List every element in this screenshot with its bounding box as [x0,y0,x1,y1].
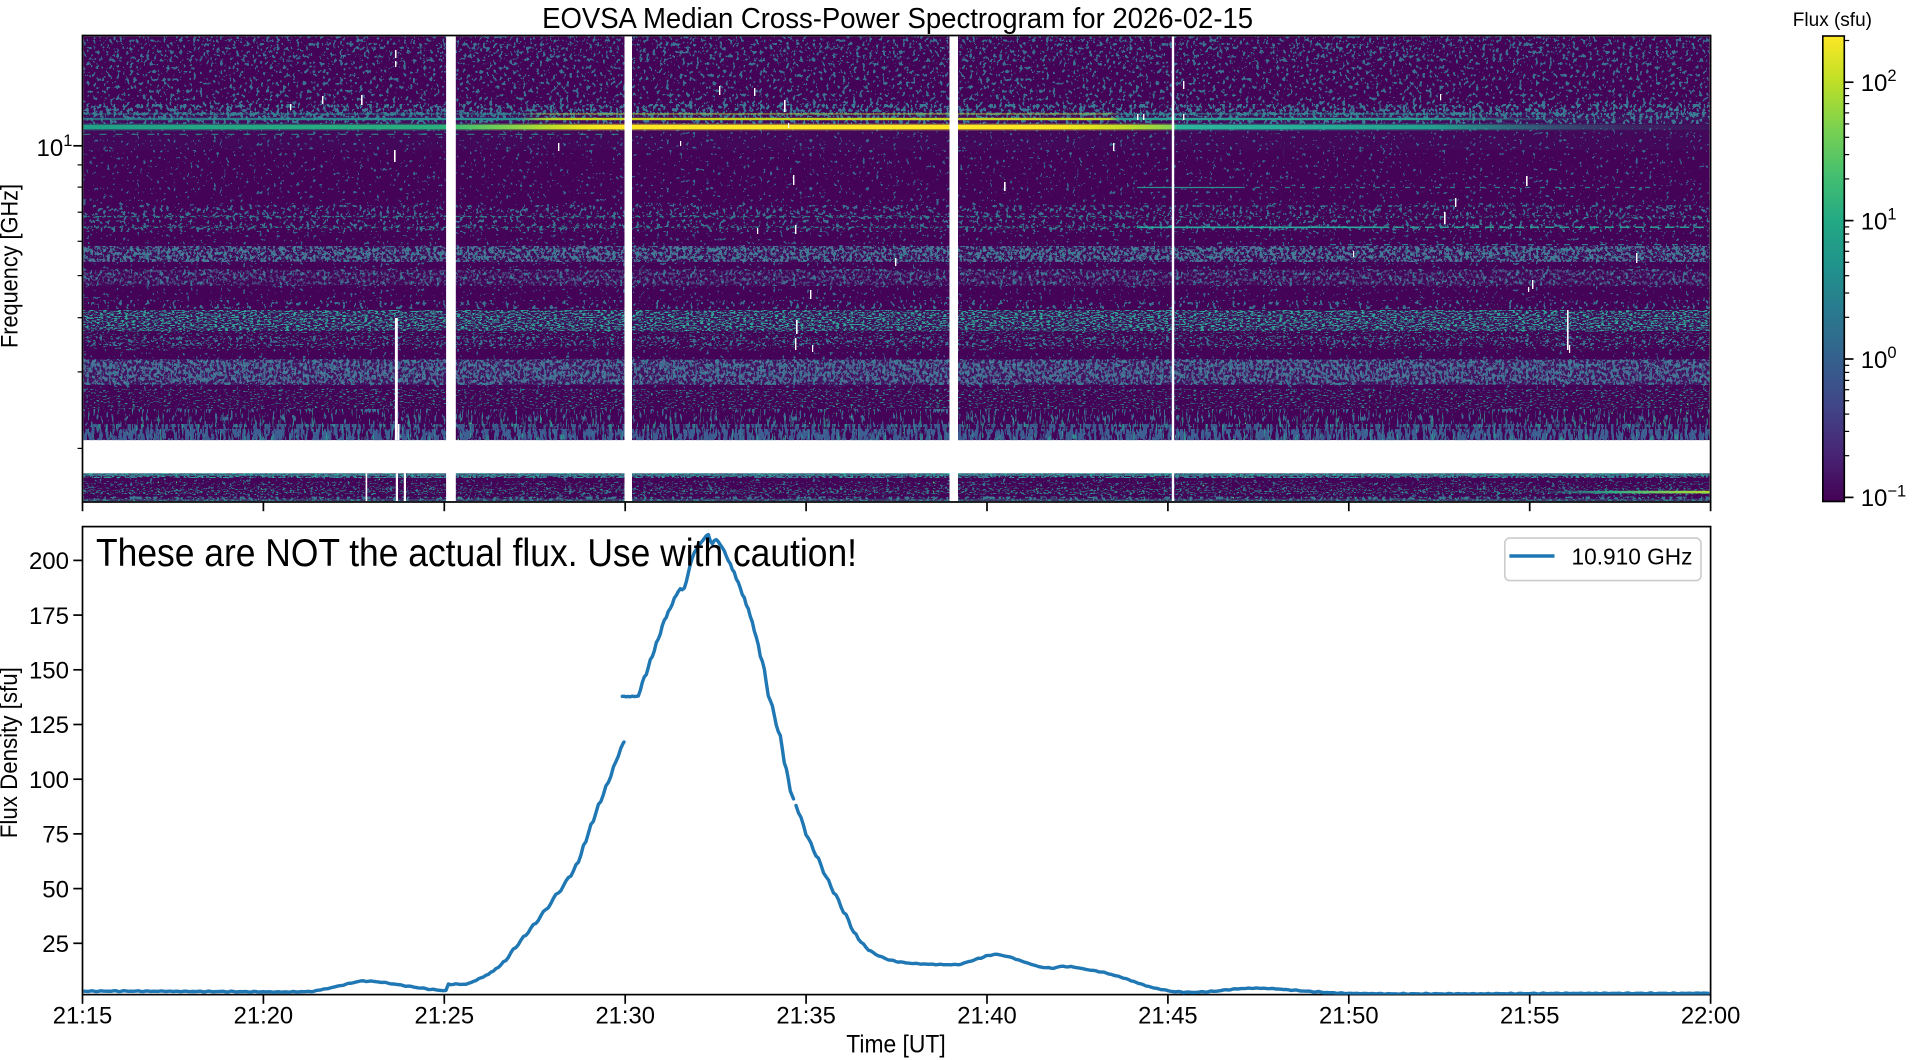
svg-text:10−1: 10−1 [1861,482,1907,512]
svg-text:Flux (sfu): Flux (sfu) [1793,9,1872,31]
svg-text:22:00: 22:00 [1681,1003,1741,1030]
svg-text:101: 101 [1861,206,1897,236]
svg-text:100: 100 [1861,344,1897,374]
svg-text:Time [UT]: Time [UT] [846,1031,946,1059]
svg-text:25: 25 [42,931,69,958]
svg-text:Frequency [GHz]: Frequency [GHz] [0,184,24,348]
svg-text:Flux Density [sfu]: Flux Density [sfu] [0,667,23,838]
svg-text:21:45: 21:45 [1138,1003,1198,1030]
svg-text:125: 125 [29,712,69,739]
svg-text:175: 175 [29,603,69,630]
svg-text:50: 50 [42,876,69,903]
svg-text:21:20: 21:20 [234,1003,294,1030]
svg-text:These are NOT the actual flux.: These are NOT the actual flux. Use with … [96,532,857,575]
svg-text:EOVSA Median Cross-Power Spect: EOVSA Median Cross-Power Spectrogram for… [542,3,1253,35]
svg-text:21:15: 21:15 [53,1003,113,1030]
svg-text:21:40: 21:40 [957,1003,1017,1030]
svg-text:21:50: 21:50 [1319,1003,1379,1030]
svg-text:21:30: 21:30 [595,1003,655,1030]
svg-text:101: 101 [37,132,73,162]
svg-text:75: 75 [42,822,69,849]
svg-text:102: 102 [1861,67,1897,97]
svg-text:21:55: 21:55 [1500,1003,1560,1030]
svg-text:100: 100 [29,767,69,794]
svg-text:21:35: 21:35 [776,1003,836,1030]
svg-text:150: 150 [29,658,69,685]
svg-text:21:25: 21:25 [415,1003,475,1030]
svg-text:10.910 GHz: 10.910 GHz [1572,544,1693,570]
svg-text:200: 200 [29,548,69,575]
